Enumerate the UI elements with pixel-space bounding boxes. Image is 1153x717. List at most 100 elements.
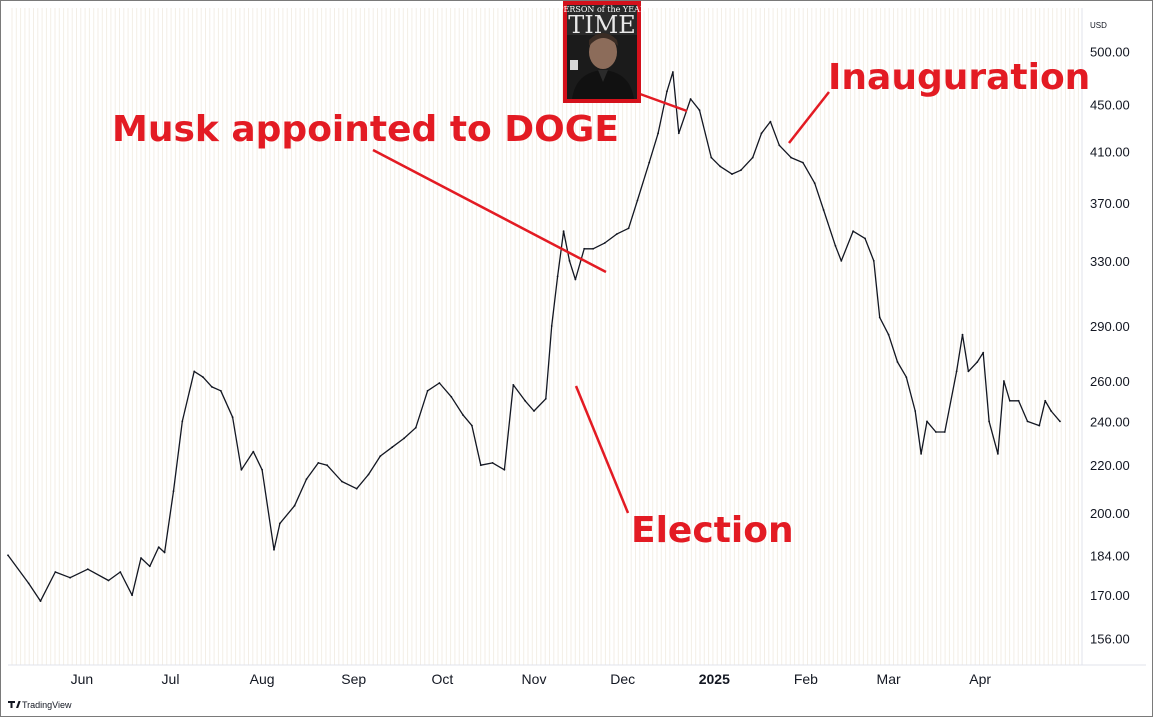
price-point bbox=[878, 316, 881, 319]
price-point bbox=[648, 161, 651, 164]
x-tick-label: 2025 bbox=[699, 671, 730, 687]
price-point bbox=[39, 600, 42, 602]
price-point bbox=[503, 468, 506, 471]
price-point bbox=[1026, 420, 1029, 423]
price-point bbox=[615, 233, 618, 236]
price-point bbox=[896, 361, 899, 363]
price-point bbox=[240, 468, 243, 471]
price-point bbox=[261, 468, 263, 471]
y-tick-label: 450.00 bbox=[1090, 98, 1130, 113]
price-point bbox=[86, 568, 89, 571]
y-tick-label: 500.00 bbox=[1090, 44, 1130, 59]
price-point bbox=[54, 571, 57, 573]
price-point bbox=[550, 325, 553, 327]
price-point bbox=[252, 450, 255, 453]
price-point bbox=[604, 242, 606, 244]
price-point bbox=[698, 109, 701, 112]
price-point bbox=[193, 370, 196, 373]
price-point bbox=[574, 278, 577, 281]
y-tick-label: 240.00 bbox=[1090, 414, 1130, 429]
price-point bbox=[961, 333, 964, 336]
price-point bbox=[627, 227, 630, 230]
price-point bbox=[802, 161, 804, 164]
x-tick-label: Jun bbox=[71, 671, 94, 687]
y-tick-label: 370.00 bbox=[1090, 196, 1130, 211]
magazine-cover-image: PERSON of the YEAR TIME bbox=[558, 1, 647, 103]
cover-masthead: TIME bbox=[568, 11, 636, 39]
y-tick-label: 260.00 bbox=[1090, 374, 1130, 389]
price-point bbox=[512, 384, 515, 386]
price-point bbox=[479, 464, 482, 467]
price-point bbox=[391, 446, 394, 449]
price-point bbox=[760, 132, 763, 135]
price-point bbox=[279, 522, 281, 525]
election-annotation: Election bbox=[631, 510, 794, 551]
price-point bbox=[666, 90, 668, 93]
x-tick-label: Nov bbox=[522, 671, 547, 687]
currency-label: USD bbox=[1090, 21, 1107, 30]
price-point bbox=[657, 132, 659, 135]
price-point bbox=[689, 98, 692, 100]
y-tick-label: 290.00 bbox=[1090, 319, 1130, 334]
price-point bbox=[920, 453, 922, 455]
price-point bbox=[636, 199, 639, 202]
price-point bbox=[172, 490, 175, 492]
price-series bbox=[7, 71, 1061, 602]
price-point bbox=[1017, 399, 1020, 402]
price-point bbox=[834, 244, 837, 247]
price-point bbox=[1044, 399, 1047, 402]
y-tick-label: 156.00 bbox=[1090, 632, 1130, 647]
doge-annotation: Musk appointed to DOGE bbox=[112, 109, 619, 150]
price-point bbox=[355, 487, 358, 490]
x-tick-label: Mar bbox=[877, 671, 901, 687]
price-point bbox=[852, 230, 854, 233]
price-point bbox=[305, 478, 308, 480]
x-tick-label: Feb bbox=[794, 671, 818, 687]
price-point bbox=[379, 455, 382, 457]
price-point bbox=[317, 462, 320, 464]
x-tick-label: Dec bbox=[610, 671, 635, 687]
price-point bbox=[219, 389, 222, 392]
price-point bbox=[131, 594, 134, 597]
inauguration-annotation: Inauguration bbox=[828, 57, 1090, 98]
price-point bbox=[583, 247, 586, 250]
price-point bbox=[202, 376, 204, 378]
price-point bbox=[231, 416, 234, 419]
price-point bbox=[163, 551, 166, 554]
price-point bbox=[1008, 399, 1011, 402]
time-axis: Jun Jul Aug Sep Oct Nov Dec 2025 Feb Mar Apr bbox=[71, 671, 992, 687]
branding-label: TradingView bbox=[22, 700, 72, 710]
tradingview-logo: TradingView bbox=[8, 700, 72, 710]
price-point bbox=[1050, 410, 1052, 412]
price-point bbox=[562, 230, 565, 233]
price-point bbox=[119, 571, 122, 573]
price-point bbox=[790, 156, 792, 159]
election-annotation-leader bbox=[574, 385, 630, 514]
price-point bbox=[1003, 380, 1005, 382]
price-point bbox=[872, 260, 875, 262]
price-point bbox=[1059, 420, 1061, 423]
y-tick-label: 170.00 bbox=[1090, 588, 1130, 603]
price-point bbox=[403, 437, 405, 440]
price-point bbox=[293, 504, 296, 507]
x-tick-label: Jul bbox=[162, 671, 180, 687]
cover-annotation-leader bbox=[639, 92, 688, 113]
price-point bbox=[450, 395, 453, 398]
price-point bbox=[7, 554, 9, 557]
price-point bbox=[740, 169, 742, 172]
price-point bbox=[731, 173, 733, 176]
price-point bbox=[157, 546, 160, 548]
price-point bbox=[997, 453, 999, 455]
price-point bbox=[69, 576, 71, 579]
price-point bbox=[955, 370, 958, 373]
price-point bbox=[426, 389, 429, 392]
price-point bbox=[438, 382, 441, 384]
price-point bbox=[341, 480, 343, 483]
price-point bbox=[556, 275, 559, 278]
price-point bbox=[769, 120, 772, 123]
x-tick-label: Aug bbox=[250, 671, 275, 687]
price-point bbox=[211, 386, 213, 388]
price-point bbox=[140, 557, 142, 559]
price-axis: 500.00 450.00 410.00 370.00 330.00 290.00 260.… bbox=[1090, 44, 1130, 646]
